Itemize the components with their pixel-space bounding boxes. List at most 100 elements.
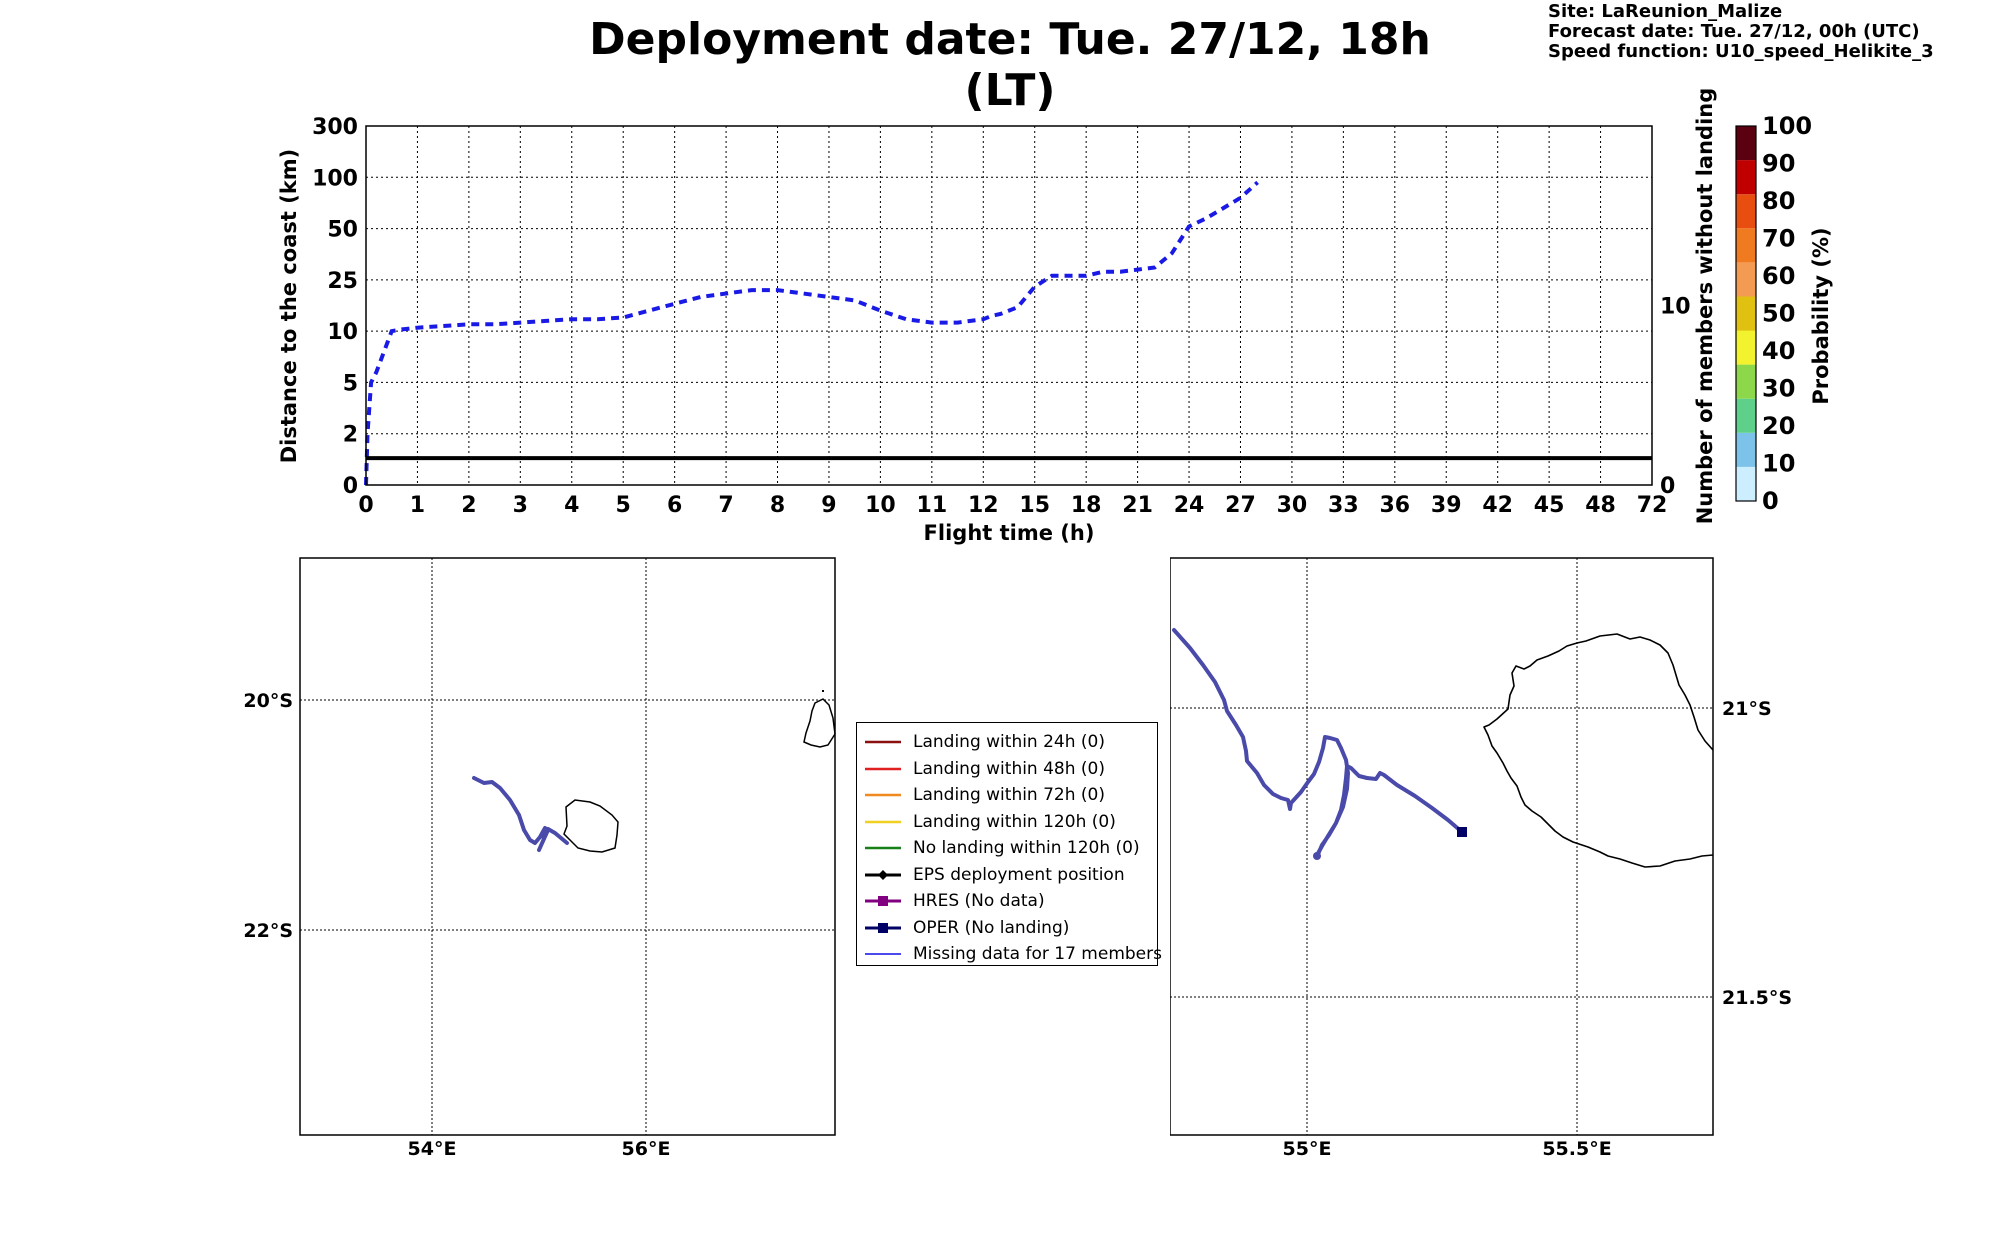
forecast-date-label: Forecast date: Tue. 27/12, 00h (UTC) — [1548, 21, 1920, 42]
legend-swatch — [865, 953, 901, 955]
y-tick-label: 10 — [327, 320, 358, 345]
oper-position-marker — [1457, 827, 1467, 837]
colorbar-cell — [1736, 194, 1756, 229]
horizontal-gridlines — [366, 176, 1652, 435]
x-tick-label: 45 — [1534, 493, 1565, 518]
y2-tick-label: 10 — [1660, 295, 1691, 320]
x-tick-label: 6 — [667, 493, 682, 518]
x-tick-label: 27 — [1225, 493, 1256, 518]
legend-item: Landing within 72h (0) — [861, 782, 1157, 808]
map-frame-right — [1170, 557, 1714, 1136]
legend-item: OPER (No landing) — [861, 915, 1157, 941]
x-tick-label: 72 — [1637, 493, 1668, 518]
legend-label: HRES (No data) — [913, 891, 1045, 911]
legend-item: Landing within 24h (0) — [861, 729, 1157, 755]
vertical-gridlines — [416, 126, 1602, 485]
mauritius-coastline — [803, 698, 836, 748]
x-tick-label: 36 — [1379, 493, 1410, 518]
lon-label-55-5e: 55.5°E — [1542, 1138, 1611, 1160]
lon-label-54e: 54°E — [408, 1138, 457, 1160]
colorbar-tick-labels: 0 10 20 30 40 50 60 70 80 90 100 — [1762, 112, 1812, 515]
ensemble-trajectory-detail — [1172, 628, 1464, 859]
colorbar-cell — [1736, 126, 1756, 161]
distance-series-line — [364, 180, 1259, 486]
legend-label: No landing within 120h (0) — [913, 838, 1140, 858]
legend-square-marker — [878, 922, 888, 933]
x-tick-label: 15 — [1019, 493, 1050, 518]
distance-chart: 0 1 2 3 4 5 6 7 8 9 10 11 12 15 18 21 24 27 30 33 36 39 42 45 48… — [277, 88, 1717, 545]
legend-label: Missing data for 17 members — [913, 944, 1162, 964]
regional-map: 20°S 22°S 54°E 56°E — [243, 557, 836, 1160]
x-tick-label: 1 — [410, 493, 425, 518]
x-tick-label: 8 — [770, 493, 785, 518]
x-tick-label: 4 — [564, 493, 579, 518]
series-layer — [364, 180, 1652, 486]
y-tick-label: 5 — [343, 371, 358, 396]
colorbar-cell — [1736, 398, 1756, 433]
colorbar-cell — [1736, 466, 1756, 501]
x-tick-label: 0 — [358, 493, 373, 518]
colorbar-tick-label: 10 — [1762, 450, 1795, 478]
probability-colorbar: 0 10 20 30 40 50 60 70 80 90 100 Probability (%) — [1735, 112, 1833, 515]
x-tick-label: 3 — [513, 493, 528, 518]
lon-label-55e: 55°E — [1283, 1138, 1332, 1160]
x-tick-label: 12 — [968, 493, 999, 518]
colorbar-cell — [1736, 228, 1756, 263]
lat-label-21-5s: 21.5°S — [1722, 987, 1792, 1009]
legend-swatch — [865, 820, 901, 823]
legend-swatch — [865, 793, 901, 797]
y-tick-label: 2 — [343, 423, 358, 448]
forecast-metadata: Site: LaReunion_Malize Forecast date: Tu… — [1548, 2, 1934, 62]
lon-label-56e: 56°E — [622, 1138, 671, 1160]
speed-function-label: Speed function: U10_speed_Helikite_3 — [1548, 41, 1934, 62]
y-tick-label: 25 — [327, 269, 358, 294]
colorbar-cell — [1736, 262, 1756, 297]
legend-label: EPS deployment position — [913, 864, 1125, 885]
colorbar-cell — [1736, 432, 1756, 467]
x-tick-label: 24 — [1174, 493, 1205, 518]
colorbar-frame — [1735, 125, 1757, 502]
plot-frame — [365, 125, 1653, 486]
legend-label: Landing within 48h (0) — [913, 758, 1106, 779]
colorbar-tick-label: 30 — [1762, 375, 1795, 403]
colorbar-tick-label: 70 — [1762, 225, 1795, 253]
x-tick-label: 9 — [821, 493, 836, 518]
site-label: Site: LaReunion_Malize — [1548, 1, 1783, 22]
legend-swatch — [865, 896, 901, 906]
map-frame — [299, 557, 836, 1136]
x-tick-labels: 0 1 2 3 4 5 6 7 8 9 10 11 12 15 18 21 24 27 30 33 36 39 42 45 48… — [358, 493, 1667, 518]
legend-swatch — [865, 869, 901, 880]
colorbar-cell — [1736, 330, 1756, 365]
legend-swatch — [865, 922, 901, 933]
x-tick-label: 21 — [1122, 493, 1153, 518]
legend-label: Landing within 24h (0) — [913, 732, 1106, 752]
colorbar-cell — [1736, 364, 1756, 399]
x-axis-label: Flight time (h) — [924, 521, 1095, 545]
legend-square-marker — [878, 896, 888, 906]
y-tick-label: 50 — [327, 218, 358, 243]
x-tick-label: 2 — [461, 493, 476, 518]
colorbar-cell — [1736, 296, 1756, 331]
y-axis-label: Distance to the coast (km) — [277, 149, 301, 464]
y2-axis-label: Number of members without landing — [1693, 88, 1717, 525]
colorbar-label: Probability (%) — [1809, 227, 1833, 404]
legend-swatch — [865, 740, 901, 744]
y-tick-label: 0 — [343, 474, 358, 499]
colorbar-tick-label: 60 — [1762, 262, 1795, 290]
chart-title: Deployment date: Tue. 27/12, 18h (LT) — [589, 14, 1431, 116]
x-tick-label: 48 — [1585, 493, 1616, 518]
legend-item: Missing data for 17 members — [861, 941, 1162, 967]
colorbar-cells — [1736, 126, 1756, 501]
legend-item: EPS deployment position — [861, 862, 1157, 888]
legend-item: Landing within 120h (0) — [861, 809, 1157, 835]
lat-label-20s: 20°S — [243, 690, 293, 712]
legend-label: Landing within 72h (0) — [913, 785, 1106, 805]
trajectory-end-marker — [1313, 852, 1321, 860]
y2-tick-label: 0 — [1660, 474, 1675, 499]
x-tick-label: 10 — [865, 493, 896, 518]
y2-tick-labels: 0 10 — [1660, 295, 1691, 500]
legend-item: Landing within 48h (0) — [861, 756, 1157, 782]
colorbar-tick-label: 50 — [1762, 300, 1795, 328]
colorbar-tick-label: 20 — [1762, 412, 1795, 440]
